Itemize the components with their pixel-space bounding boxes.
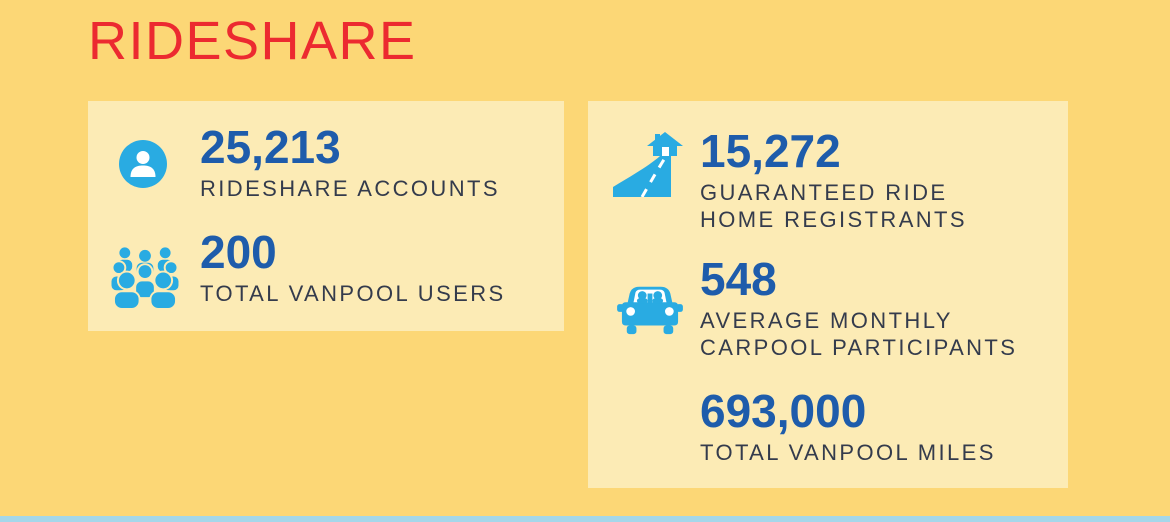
stat-label: TOTAL VANPOOL USERS — [200, 281, 506, 306]
carpool-car-icon — [614, 279, 686, 339]
stat-label: RIDESHARE ACCOUNTS — [200, 176, 500, 201]
user-circle-icon — [119, 140, 167, 188]
people-group-icon — [108, 243, 182, 309]
right-stats-panel: 15,272 GUARANTEED RIDE HOME REGISTRANTS — [588, 101, 1068, 488]
stat-label: AVERAGE MONTHLY CARPOOL PARTICIPANTS — [700, 308, 1018, 360]
stat-label: TOTAL VANPOOL MILES — [700, 440, 996, 465]
stat-value: 693,000 — [700, 385, 867, 437]
road-home-icon — [613, 129, 685, 197]
left-stats-panel: 25,213 RIDESHARE ACCOUNTS 200 — [88, 101, 564, 331]
stat-value: 200 — [200, 226, 277, 278]
stat-carpool-participants: 548 AVERAGE MONTHLY CARPOOL PARTICIPANTS — [700, 256, 1017, 361]
stat-total-vanpool-miles: 693,000 TOTAL VANPOOL MILES — [700, 388, 996, 466]
stat-value: 548 — [700, 253, 777, 305]
page-title: RIDESHARE — [88, 11, 417, 71]
stat-total-vanpool-users: 200 TOTAL VANPOOL USERS — [200, 229, 506, 307]
stat-label: GUARANTEED RIDE HOME REGISTRANTS — [700, 180, 967, 232]
bottom-accent-strip — [0, 516, 1170, 522]
stat-rideshare-accounts: 25,213 RIDESHARE ACCOUNTS — [200, 124, 500, 202]
stat-guaranteed-ride-home: 15,272 GUARANTEED RIDE HOME REGISTRANTS — [700, 128, 967, 233]
stat-value: 15,272 — [700, 125, 841, 177]
stat-value: 25,213 — [200, 121, 341, 173]
